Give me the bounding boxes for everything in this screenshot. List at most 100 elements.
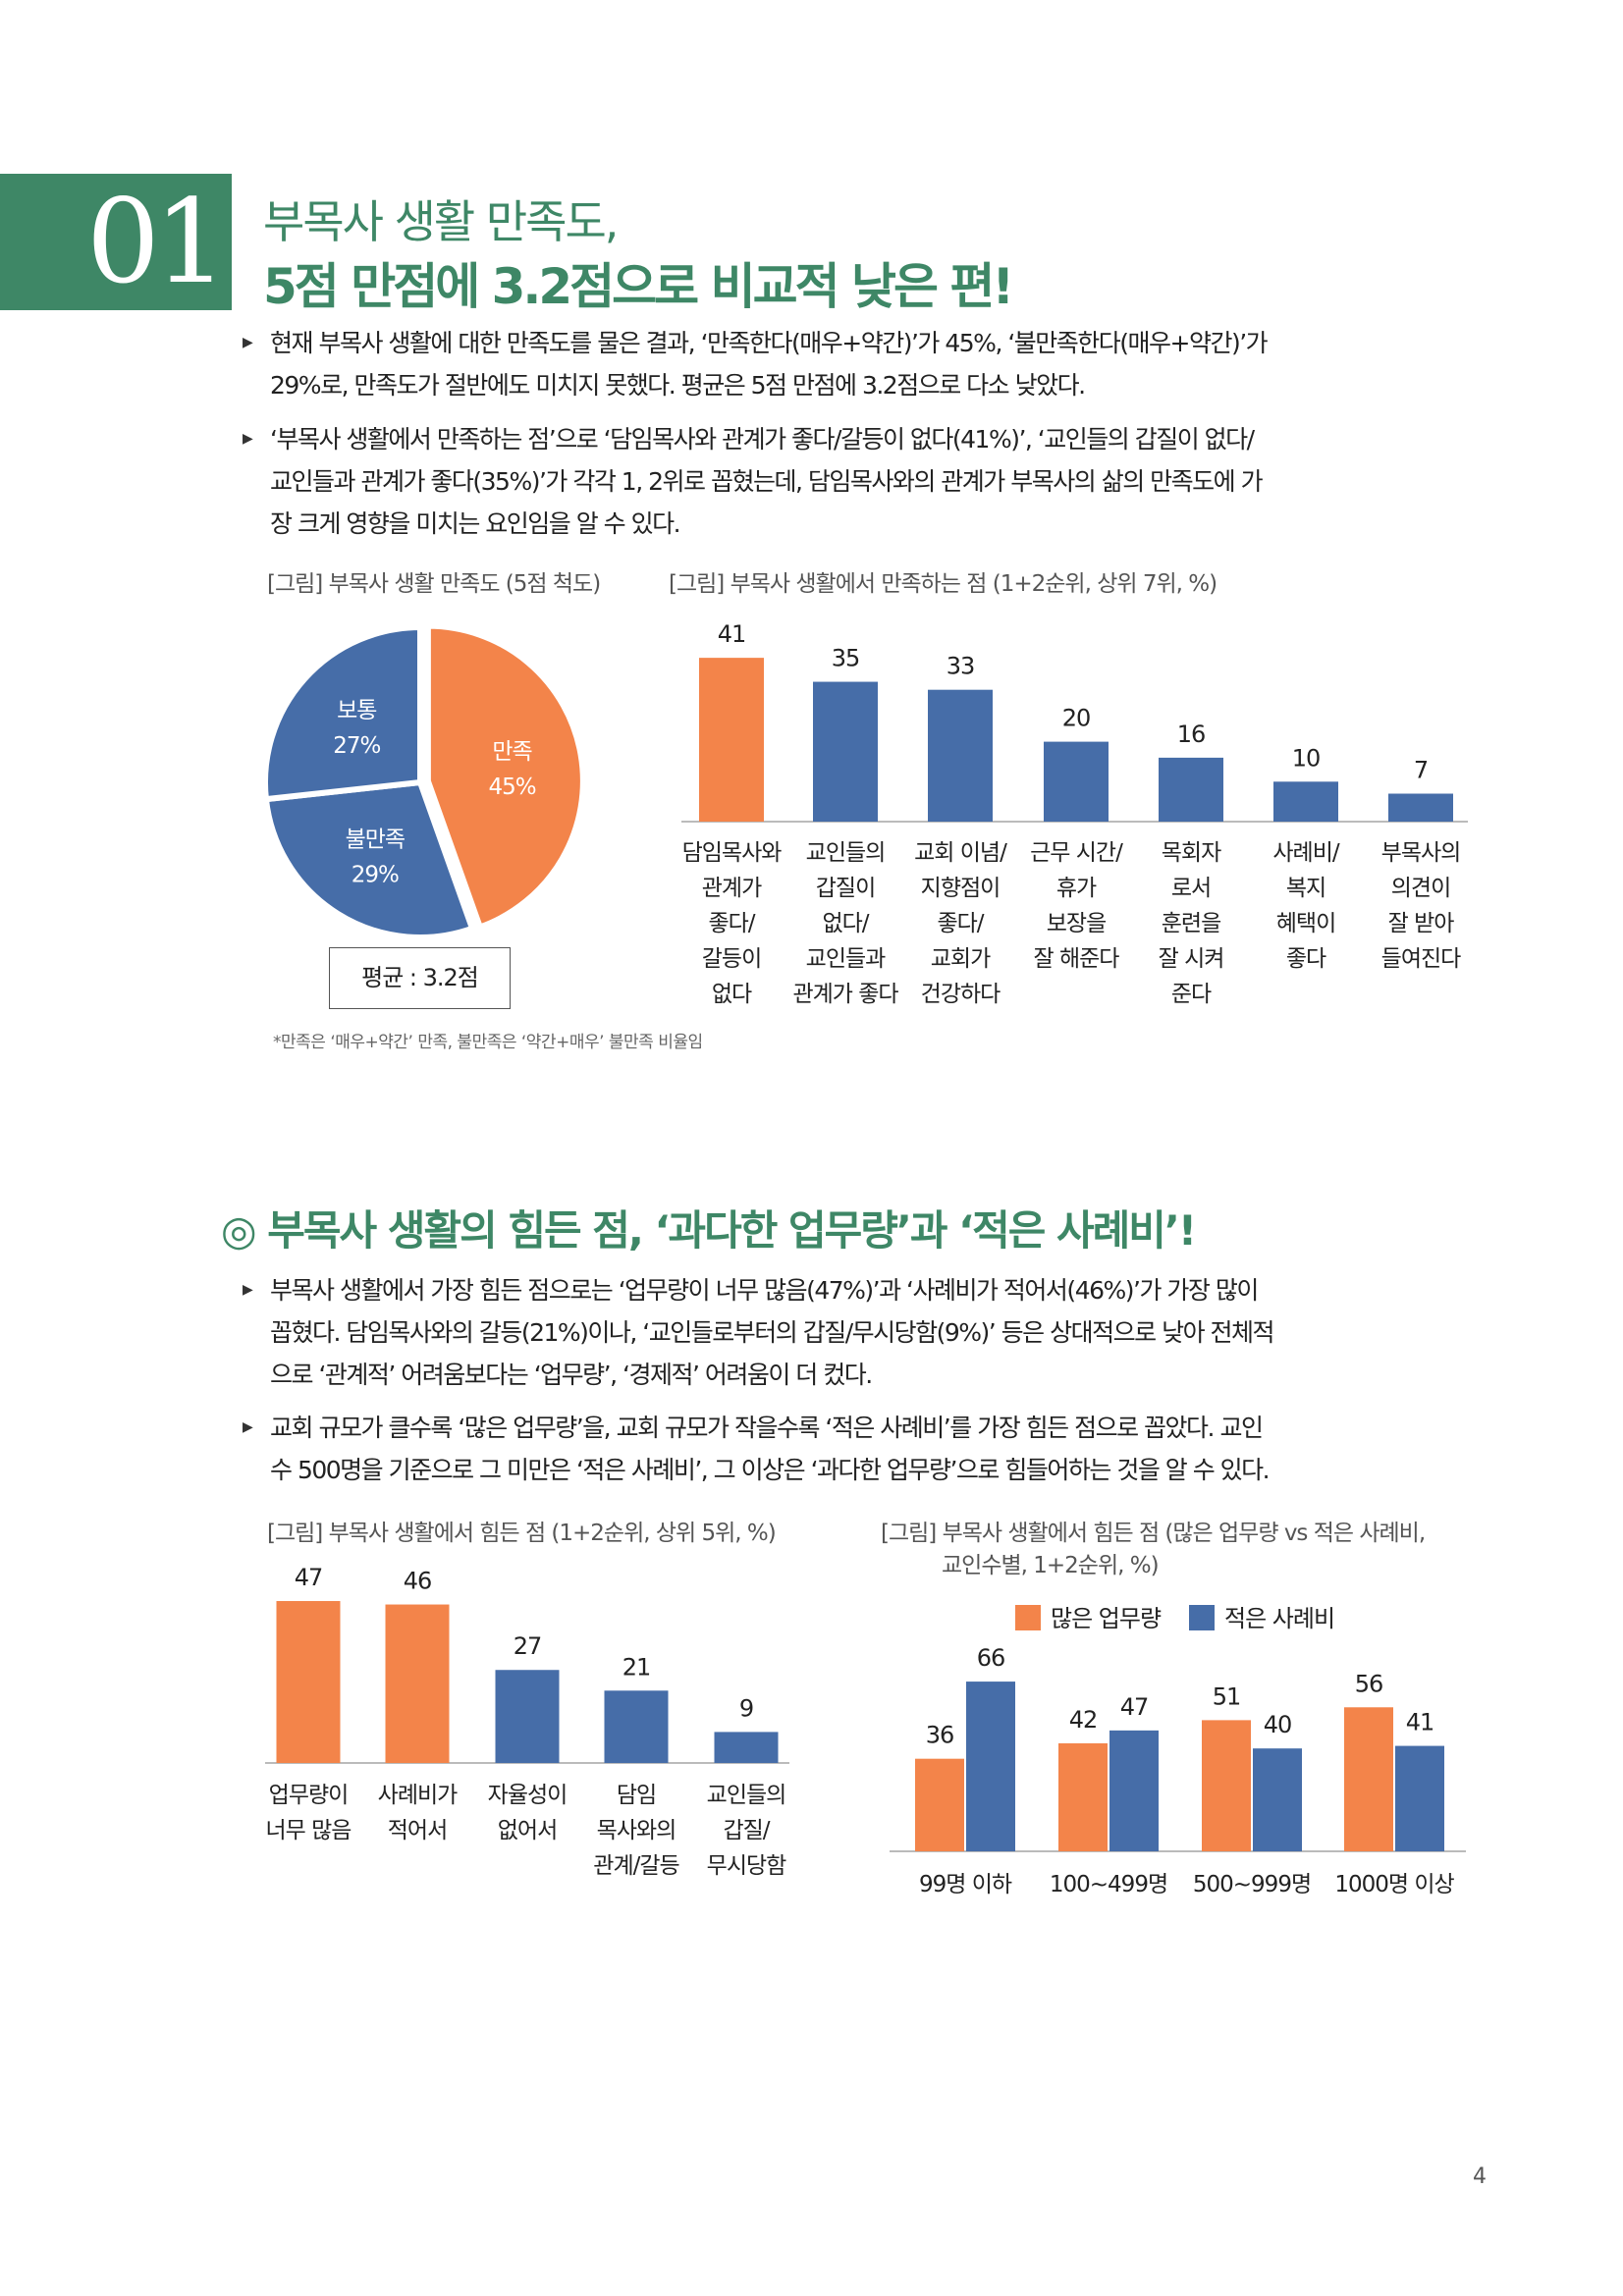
category-label: 보장을 <box>1047 911 1106 936</box>
bar-4 <box>714 1732 779 1763</box>
category-label: 훈련을 <box>1162 911 1220 936</box>
category-label: 없다 <box>712 982 752 1007</box>
category-label: 부목사의 <box>1381 840 1461 866</box>
group-caption-line1: [그림] 부목사 생활에서 힘든 점 (많은 업무량 vs 적은 사례비, <box>881 1521 1426 1546</box>
section-number-badge: 01 <box>0 174 232 310</box>
section-title-line2: 5점 만점에 3.2점으로 비교적 낮은 편! <box>263 258 1014 315</box>
bar-value-label: 66 <box>977 1644 1005 1672</box>
pie-label: 보통 <box>337 698 376 723</box>
category-label: 사례비/ <box>1272 840 1339 866</box>
bar-value-label: 36 <box>926 1722 954 1749</box>
category-label: 지향점이 <box>921 876 1001 901</box>
category-label: 교인들의 <box>806 840 886 866</box>
bar-많은 업무량-1 <box>1058 1742 1108 1851</box>
bar-4 <box>1159 757 1223 822</box>
category-label: 잘 해준다 <box>1034 946 1120 972</box>
bar-value-label: 10 <box>1292 744 1321 772</box>
section-heading-difficulties: ◎ 부목사 생활의 힘든 점, ‘과다한 업무량’과 ‘적은 사례비’! <box>221 1206 1197 1255</box>
category-label: 좋다/ <box>708 911 755 936</box>
bar-value-label: 56 <box>1355 1670 1383 1697</box>
category-label: 99명 이하 <box>919 1872 1012 1897</box>
bar-value-label: 20 <box>1062 705 1091 732</box>
bar-caption-satisfaction: [그림] 부목사 생활에서 만족하는 점 (1+2순위, 상위 7위, %) <box>669 571 1217 597</box>
pie-label: 불만족 <box>346 828 405 853</box>
category-label: 1000명 이상 <box>1334 1872 1454 1897</box>
bar-value-label: 41 <box>1406 1709 1434 1736</box>
bar-value-label: 7 <box>1414 757 1428 784</box>
category-label: 500~999명 <box>1193 1872 1311 1897</box>
bar-value-label: 27 <box>514 1632 542 1660</box>
bar-적은 사례비-0 <box>966 1682 1015 1851</box>
category-label: 담임목사와 <box>682 840 783 866</box>
bullet-paragraph-4: ▶ 교회 규모가 클수록 ‘많은 업무량’을, 교회 규모가 작을수록 ‘적은 사… <box>243 1407 1488 1491</box>
bar-value-label: 51 <box>1213 1682 1241 1710</box>
category-label: 교인들의 <box>707 1783 786 1808</box>
bar-3 <box>604 1690 669 1763</box>
category-label: 갑질이 <box>816 876 875 901</box>
category-label: 없다/ <box>822 911 869 936</box>
bar-적은 사례비-2 <box>1253 1748 1302 1851</box>
pie-value: 27% <box>333 733 380 759</box>
bullet-icon: ▶ <box>243 1282 253 1298</box>
bar-value-label: 33 <box>947 653 975 680</box>
bar-1 <box>385 1604 450 1763</box>
category-label: 목사와의 <box>597 1818 676 1843</box>
category-label: 100~499명 <box>1050 1872 1167 1897</box>
category-label: 근무 시간/ <box>1030 840 1123 866</box>
category-label: 복지 <box>1286 876 1325 901</box>
bar-value-label: 47 <box>1120 1693 1149 1721</box>
bar-많은 업무량-0 <box>915 1758 964 1851</box>
bar-3 <box>1044 741 1109 822</box>
category-label: 적어서 <box>388 1818 447 1843</box>
bar-caption-difficulties: [그림] 부목사 생활에서 힘든 점 (1+2순위, 상위 5위, %) <box>267 1521 777 1546</box>
page-number: 4 <box>1473 2164 1487 2189</box>
pie-slice-1 <box>262 778 476 940</box>
category-label: 준다 <box>1171 982 1212 1007</box>
bar-value-label: 21 <box>622 1653 651 1681</box>
category-label: 교회 이념/ <box>914 840 1007 866</box>
category-label: 담임 <box>617 1783 656 1808</box>
category-label: 너무 많음 <box>266 1818 352 1843</box>
category-label: 로서 <box>1171 876 1211 901</box>
bar-많은 업무량-2 <box>1202 1720 1251 1851</box>
category-label: 자율성이 <box>488 1783 568 1808</box>
category-label: 갈등이 <box>702 946 761 972</box>
bullet-icon: ▶ <box>243 1419 253 1435</box>
category-label: 혜택이 <box>1276 911 1335 936</box>
bullet-icon: ▶ <box>243 335 253 350</box>
bar-적은 사례비-3 <box>1395 1745 1444 1851</box>
bar-6 <box>1388 793 1453 822</box>
category-label: 교회가 <box>931 946 991 972</box>
pie-caption: [그림] 부목사 생활 만족도 (5점 척도) <box>267 571 601 597</box>
pie-value: 45% <box>488 774 535 800</box>
category-label: 관계/갈등 <box>593 1853 678 1879</box>
bar-value-label: 46 <box>404 1568 432 1595</box>
category-label: 사례비가 <box>378 1783 458 1808</box>
category-label: 관계가 <box>702 876 762 901</box>
category-label: 목회자 <box>1162 840 1221 866</box>
category-label: 휴가 <box>1056 876 1097 901</box>
category-label: 관계가 좋다 <box>792 982 898 1007</box>
bar-0 <box>699 658 764 822</box>
category-label: 갑질/ <box>723 1818 770 1843</box>
legend-swatch <box>1189 1605 1215 1630</box>
bar-적은 사례비-1 <box>1109 1730 1159 1851</box>
category-label: 좋다 <box>1286 946 1326 972</box>
category-label: 무시당함 <box>707 1853 786 1879</box>
category-label: 교인들과 <box>806 946 886 972</box>
legend-label: 적은 사례비 <box>1224 1605 1334 1632</box>
bar-많은 업무량-3 <box>1344 1707 1393 1851</box>
bar-value-label: 42 <box>1069 1706 1098 1734</box>
category-label: 건강하다 <box>921 982 1001 1007</box>
bullet-icon: ▶ <box>243 431 253 447</box>
group-caption-line2: 교인수별, 1+2순위, %) <box>942 1553 1160 1578</box>
bar-0 <box>276 1601 341 1763</box>
bar-value-label: 47 <box>295 1564 323 1591</box>
footnote: *만족은 ‘매우+약간’ 만족, 불만족은 ‘약간+매우’ 불만족 비율임 <box>273 1033 703 1052</box>
pie-slice-0 <box>424 622 586 932</box>
category-label: 좋다/ <box>937 911 984 936</box>
bar-2 <box>495 1670 560 1763</box>
bar-value-label: 9 <box>739 1694 753 1722</box>
pie-label: 만족 <box>492 739 531 765</box>
